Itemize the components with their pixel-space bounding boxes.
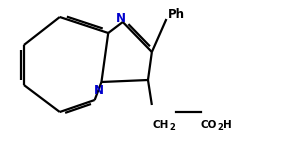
Text: N: N — [116, 12, 126, 25]
Text: 2: 2 — [218, 123, 224, 132]
Text: H: H — [223, 120, 231, 130]
Text: CO: CO — [200, 120, 217, 130]
Text: CH: CH — [153, 120, 169, 130]
Text: 2: 2 — [169, 123, 175, 132]
Text: N: N — [94, 84, 104, 97]
Text: Ph: Ph — [168, 7, 185, 20]
